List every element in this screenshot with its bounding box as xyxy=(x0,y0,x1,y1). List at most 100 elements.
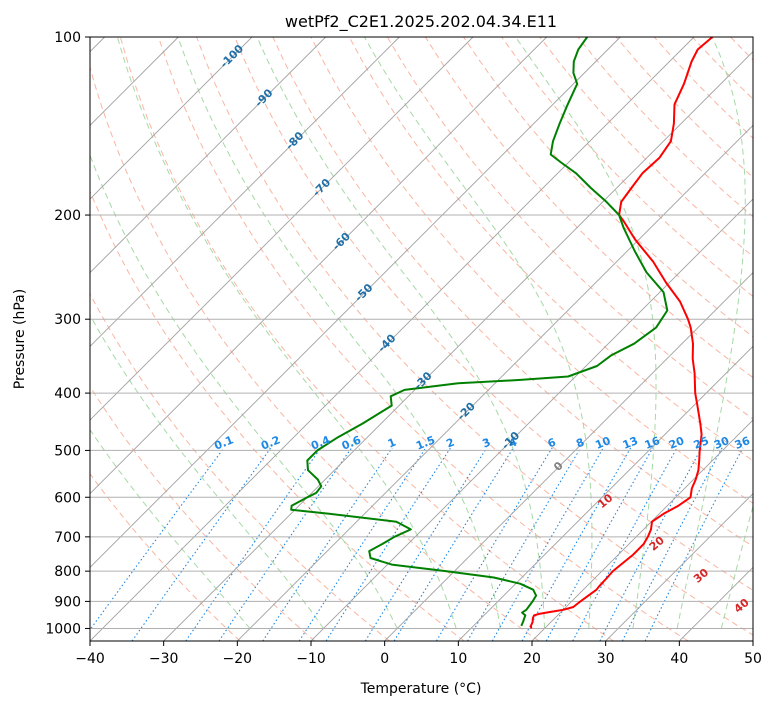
moist-adiabat-line xyxy=(676,37,746,629)
isotherms xyxy=(90,37,753,641)
x-tick-label: −40 xyxy=(75,651,105,667)
dry-adiabat-label: 30 xyxy=(691,566,711,586)
y-tick-label: 900 xyxy=(54,594,81,610)
isotherm-line xyxy=(384,272,753,641)
mixing-ratio-line xyxy=(262,447,393,641)
mixing-ratio-label: 6 xyxy=(546,435,558,450)
x-tick-label: 40 xyxy=(670,651,688,667)
isotherm-line xyxy=(163,51,753,641)
isotherm-line xyxy=(90,37,474,421)
isotherm-line xyxy=(90,37,253,200)
isotherm-label: -50 xyxy=(352,281,375,304)
profiles xyxy=(290,37,714,629)
dry-adiabat-line xyxy=(386,37,753,420)
mixing-ratio-label: 0.2 xyxy=(259,433,282,452)
y-tick-label: 600 xyxy=(54,490,81,506)
plot-frame xyxy=(89,36,754,642)
moist-adiabat-line xyxy=(177,37,501,629)
isotherm-label: -20 xyxy=(455,399,478,422)
isotherm-line xyxy=(752,640,753,641)
mixing-ratio-line xyxy=(435,447,553,641)
dry-adiabat-line xyxy=(501,37,753,298)
y-tick-label: 400 xyxy=(54,386,81,402)
mixing-ratio-label: 25 xyxy=(692,434,711,452)
x-tick-label: 50 xyxy=(744,651,762,667)
x-axis-title: Temperature (°C) xyxy=(360,681,482,697)
mixing-ratio-line xyxy=(621,447,723,641)
isotherm-line xyxy=(90,37,621,568)
moist-adiabat-line xyxy=(256,37,545,629)
moist-adiabat-line xyxy=(90,428,251,629)
y-tick-label: 800 xyxy=(54,564,81,580)
mixing-ratio-line xyxy=(572,447,678,641)
dry-adiabat-line xyxy=(119,37,614,641)
isotherm-line xyxy=(310,198,753,641)
dry-adiabat-line xyxy=(234,37,753,591)
isotherm-line xyxy=(531,419,753,641)
isotherm-label: -100 xyxy=(218,42,247,71)
mixing-ratio-line xyxy=(185,447,322,641)
dry-adiabat-line xyxy=(158,37,689,641)
mixing-ratio-label: 3 xyxy=(480,436,492,451)
chart-title: wetPf2_C2E1.2025.202.04.34.E11 xyxy=(285,12,557,32)
dry-adiabat-line xyxy=(90,190,465,641)
x-tick-label: 30 xyxy=(597,651,615,667)
temperature-profile-line xyxy=(529,37,714,629)
dry-adiabats xyxy=(90,37,775,641)
y-tick-label: 500 xyxy=(54,443,81,459)
isotherm-line xyxy=(458,345,753,641)
x-tick-label: 10 xyxy=(449,651,467,667)
x-tick-label: −30 xyxy=(149,651,179,667)
x-tick-label: −10 xyxy=(296,651,326,667)
isotherm-label: 0 xyxy=(551,459,566,474)
dry-adiabat-line xyxy=(90,472,241,641)
moist-adiabat-line xyxy=(515,37,657,629)
dry-adiabat-line xyxy=(691,37,753,100)
dry-adiabat-line xyxy=(348,37,753,462)
pressure-gridlines xyxy=(90,37,753,629)
isotherm-label: -90 xyxy=(252,86,275,109)
isotherm-line xyxy=(90,37,400,347)
mixing-ratio-label: 1 xyxy=(386,436,398,451)
dewpoint-profile-line xyxy=(290,37,669,627)
isotherm-label: -70 xyxy=(310,176,333,199)
mixing-ratio-line xyxy=(364,447,488,641)
mixing-ratio-line xyxy=(599,447,703,641)
moist-adiabat-line xyxy=(720,504,753,629)
y-axis-title: Pressure (hPa) xyxy=(12,289,28,389)
y-tick-label: 700 xyxy=(54,530,81,546)
isotherm-label: -60 xyxy=(330,230,353,253)
x-tick-label: 0 xyxy=(380,651,389,667)
x-axis-ticks: −40 −30 −20 −10 0 10 20 30 40 50 xyxy=(75,641,762,667)
mixing-ratio-lines xyxy=(90,447,744,641)
isotherm-line xyxy=(90,37,695,641)
dry-adiabat-line xyxy=(196,37,753,636)
mixing-ratio-line xyxy=(218,447,353,641)
y-tick-label: 200 xyxy=(54,208,81,224)
mixing-ratio-line xyxy=(90,447,225,631)
dry-adiabat-line xyxy=(769,37,775,641)
y-tick-label: 1000 xyxy=(45,621,81,637)
isotherm-line xyxy=(90,37,326,274)
dry-adiabat-line xyxy=(90,65,540,641)
mixing-ratio-line xyxy=(467,447,582,641)
plot-area: 0.1 0.2 0.4 0.6 1 1.5 2 3 4 6 8 10 13 16 20 25 30 36-100-… xyxy=(90,37,775,641)
mixing-ratio-line xyxy=(298,447,427,641)
moist-adiabats xyxy=(90,37,753,629)
mixing-ratio-label: 20 xyxy=(667,434,686,452)
dry-adiabat-line xyxy=(424,37,753,379)
isotherm-line xyxy=(605,493,753,641)
moist-adiabat-line xyxy=(116,37,457,629)
dry-adiabat-line xyxy=(90,385,316,641)
dry-adiabat-label: 40 xyxy=(732,596,752,616)
isotherm-line xyxy=(237,124,753,641)
y-axis-ticks: 100 200 300 400 500 600 700 800 900 1000 xyxy=(45,30,90,637)
moist-adiabat-line xyxy=(363,37,593,629)
isotherm-line xyxy=(679,566,753,641)
mixing-ratio-label: 0.1 xyxy=(212,433,235,452)
dry-adiabat-label: 10 xyxy=(595,491,615,511)
mixing-ratio-label: 16 xyxy=(643,434,662,452)
mixing-ratio-label: 0.4 xyxy=(309,433,332,452)
mixing-ratio-line xyxy=(325,447,452,641)
y-tick-label: 300 xyxy=(54,312,81,328)
